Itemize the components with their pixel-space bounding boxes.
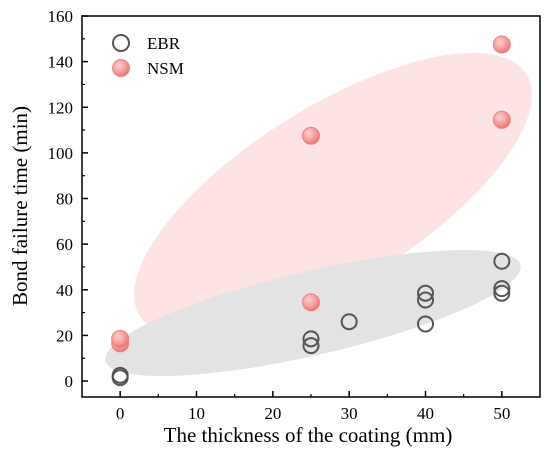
nsm-region xyxy=(134,52,532,338)
confidence-regions xyxy=(105,52,532,377)
ebr-point xyxy=(340,313,358,331)
legend-label-ebr: EBR xyxy=(147,34,181,53)
legend-marker-nsm xyxy=(112,59,130,77)
y-tick-label: 140 xyxy=(48,53,74,72)
nsm-point xyxy=(302,293,320,312)
y-tick-label: 100 xyxy=(48,144,74,163)
x-tick-label: 50 xyxy=(493,404,510,423)
tick-labels: 0 10 20 30 40 50 0 20 40 60 80 100 120 140 160 xyxy=(48,7,511,423)
ebr-point xyxy=(417,284,434,302)
ebr-point xyxy=(111,366,129,384)
data-points xyxy=(111,35,511,387)
ebr-point xyxy=(493,280,511,298)
x-tick-label: 20 xyxy=(264,404,281,423)
legend-label-nsm: NSM xyxy=(147,59,184,78)
y-axis-title: Bond failure time (min) xyxy=(8,106,32,306)
ebr-point xyxy=(302,337,320,355)
series-ebr xyxy=(111,252,511,387)
nsm-point xyxy=(492,35,511,54)
y-tick-label: 0 xyxy=(65,372,74,391)
y-tick-label: 20 xyxy=(56,326,73,345)
ebr-point xyxy=(493,284,511,302)
x-tick-label: 40 xyxy=(417,404,434,423)
nsm-point xyxy=(302,126,320,145)
legend: EBR NSM xyxy=(112,34,184,78)
series-nsm xyxy=(111,35,511,353)
nsm-point xyxy=(111,329,130,348)
ebr-point xyxy=(302,330,320,348)
ebr-point xyxy=(493,252,511,270)
x-tick-label: 0 xyxy=(116,404,125,423)
nsm-point xyxy=(492,110,511,129)
axis-ticks xyxy=(82,15,503,397)
y-tick-label: 40 xyxy=(56,281,73,300)
y-tick-label: 80 xyxy=(56,190,73,209)
x-tick-label: 10 xyxy=(188,404,205,423)
x-axis-title: The thickness of the coating (mm) xyxy=(164,423,453,447)
y-tick-label: 60 xyxy=(56,235,73,254)
x-tick-label: 30 xyxy=(341,404,358,423)
y-tick-label: 160 xyxy=(48,7,74,26)
ebr-point xyxy=(417,315,434,333)
ebr-region xyxy=(105,249,521,377)
ebr-point xyxy=(417,291,434,309)
y-tick-label: 120 xyxy=(48,98,74,117)
legend-marker-ebr xyxy=(112,34,130,52)
